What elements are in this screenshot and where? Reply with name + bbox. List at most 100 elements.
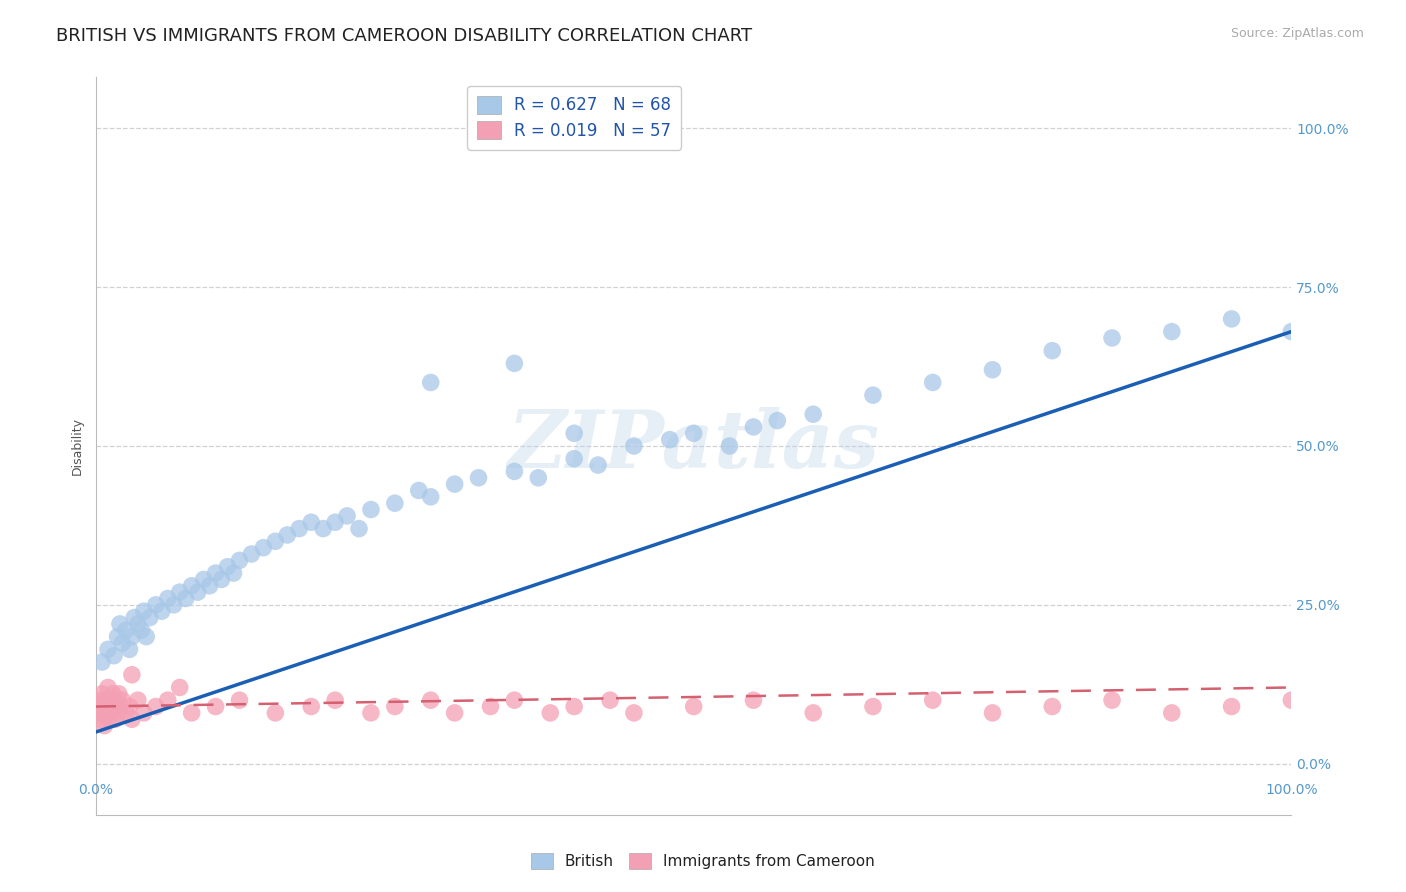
Point <box>503 693 526 707</box>
Text: ZIPatlas: ZIPatlas <box>508 408 880 484</box>
Point <box>111 636 134 650</box>
Point <box>419 376 441 390</box>
Point <box>228 693 250 707</box>
Point <box>766 414 789 428</box>
Text: BRITISH VS IMMIGRANTS FROM CAMEROON DISABILITY CORRELATION CHART: BRITISH VS IMMIGRANTS FROM CAMEROON DISA… <box>56 27 752 45</box>
Text: 0.0%: 0.0% <box>79 783 114 797</box>
Point <box>174 591 197 606</box>
Point <box>108 699 131 714</box>
Point <box>187 585 209 599</box>
Point <box>921 376 943 390</box>
Point <box>115 706 138 720</box>
Point <box>862 388 884 402</box>
Legend: British, Immigrants from Cameroon: British, Immigrants from Cameroon <box>526 847 880 875</box>
Point <box>91 655 114 669</box>
Point <box>145 699 167 714</box>
Point <box>718 439 741 453</box>
Point <box>132 604 155 618</box>
Point <box>264 534 287 549</box>
Point <box>108 616 131 631</box>
Point <box>107 630 129 644</box>
Point <box>586 458 609 472</box>
Point <box>193 573 215 587</box>
Point <box>336 508 359 523</box>
Point <box>658 433 681 447</box>
Point <box>121 630 143 644</box>
Point <box>180 706 202 720</box>
Point <box>94 693 117 707</box>
Point <box>156 693 179 707</box>
Point <box>252 541 274 555</box>
Point <box>131 624 153 638</box>
Point <box>1279 693 1302 707</box>
Point <box>1160 325 1182 339</box>
Point <box>921 693 943 707</box>
Point <box>742 420 765 434</box>
Point <box>198 579 221 593</box>
Point <box>156 591 179 606</box>
Point <box>443 706 465 720</box>
Point <box>104 712 127 726</box>
Point <box>981 363 1004 377</box>
Point <box>127 693 149 707</box>
Point <box>682 426 704 441</box>
Point <box>299 515 322 529</box>
Point <box>107 706 129 720</box>
Point <box>1279 325 1302 339</box>
Point <box>1220 699 1243 714</box>
Point <box>169 681 191 695</box>
Y-axis label: Disability: Disability <box>72 417 84 475</box>
Point <box>360 706 382 720</box>
Point <box>91 706 114 720</box>
Point <box>276 528 298 542</box>
Point <box>408 483 430 498</box>
Point <box>240 547 263 561</box>
Point <box>132 706 155 720</box>
Point <box>347 522 370 536</box>
Point <box>124 610 146 624</box>
Point <box>105 693 128 707</box>
Text: Source: ZipAtlas.com: Source: ZipAtlas.com <box>1230 27 1364 40</box>
Point <box>264 706 287 720</box>
Point <box>91 687 114 701</box>
Point <box>100 693 122 707</box>
Point <box>211 573 233 587</box>
Point <box>503 356 526 370</box>
Point <box>118 699 141 714</box>
Point <box>135 630 157 644</box>
Point <box>217 559 239 574</box>
Point <box>801 706 824 720</box>
Point <box>299 699 322 714</box>
Point <box>118 642 141 657</box>
Point <box>1220 312 1243 326</box>
Point <box>100 706 122 720</box>
Point <box>127 616 149 631</box>
Point <box>538 706 561 720</box>
Point <box>98 712 121 726</box>
Point <box>228 553 250 567</box>
Point <box>682 699 704 714</box>
Point <box>323 693 346 707</box>
Point <box>103 648 125 663</box>
Point <box>419 693 441 707</box>
Point <box>527 471 550 485</box>
Point <box>1101 693 1123 707</box>
Point <box>139 610 162 624</box>
Point <box>107 687 129 701</box>
Legend: R = 0.627   N = 68, R = 0.019   N = 57: R = 0.627 N = 68, R = 0.019 N = 57 <box>467 86 681 150</box>
Point <box>288 522 311 536</box>
Point <box>862 699 884 714</box>
Point <box>103 699 125 714</box>
Point <box>150 604 173 618</box>
Point <box>93 718 115 732</box>
Point <box>163 598 186 612</box>
Point <box>1040 343 1063 358</box>
Point <box>562 451 585 466</box>
Point <box>96 699 118 714</box>
Point <box>1101 331 1123 345</box>
Point <box>312 522 335 536</box>
Point <box>599 693 621 707</box>
Point <box>169 585 191 599</box>
Point <box>204 566 226 580</box>
Point <box>97 681 120 695</box>
